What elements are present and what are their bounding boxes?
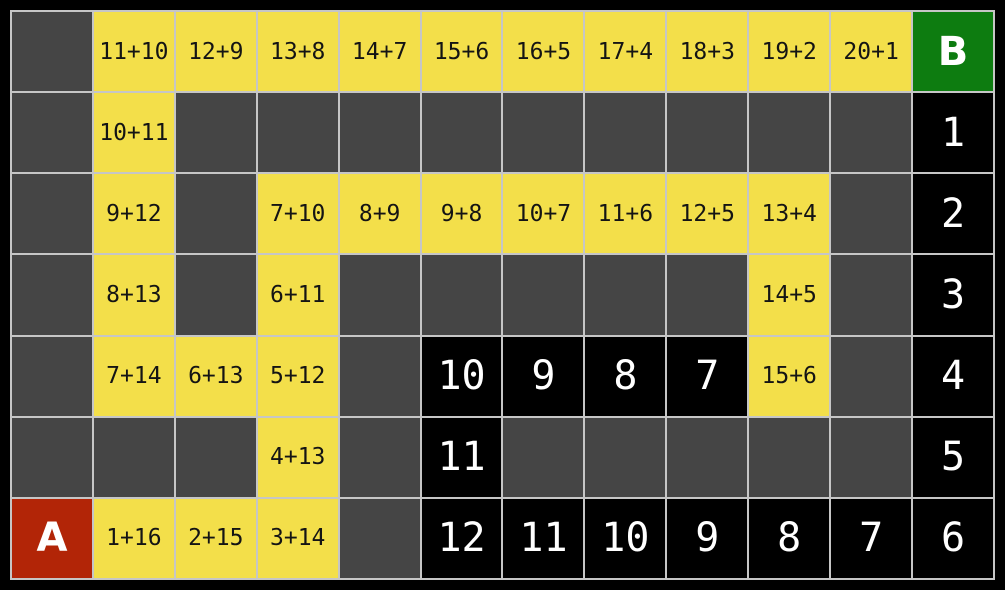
- cell-expression[interactable]: 2+15: [175, 498, 256, 578]
- cell-expression[interactable]: 18+3: [667, 12, 748, 92]
- cell-number[interactable]: 10: [585, 498, 666, 578]
- cell-wall: [339, 498, 420, 578]
- cell-wall: [831, 336, 912, 416]
- cell-number[interactable]: 9: [503, 336, 584, 416]
- cell-wall: [175, 255, 256, 335]
- cell-wall: [12, 336, 92, 416]
- cell-expression[interactable]: 13+4: [749, 174, 830, 254]
- cell-wall: [503, 255, 584, 335]
- cell-number[interactable]: 5: [913, 417, 993, 497]
- cell-wall: [339, 336, 420, 416]
- cell-number[interactable]: 11: [503, 498, 584, 578]
- cell-wall: [421, 93, 502, 173]
- cell-expression[interactable]: 17+4: [585, 12, 666, 92]
- cell-expression[interactable]: 5+12: [257, 336, 338, 416]
- cell-wall: [503, 93, 584, 173]
- cell-expression[interactable]: 10+11: [93, 93, 174, 173]
- cell-number[interactable]: 10: [421, 336, 502, 416]
- cell-expression[interactable]: 4+13: [257, 417, 338, 497]
- cell-expression[interactable]: 8+13: [93, 255, 174, 335]
- cell-number[interactable]: 2: [913, 174, 993, 254]
- cell-wall: [667, 255, 748, 335]
- cell-expression[interactable]: 19+2: [749, 12, 830, 92]
- cell-wall: [831, 174, 912, 254]
- cell-wall: [12, 255, 92, 335]
- cell-wall: [421, 255, 502, 335]
- cell-expression[interactable]: 11+10: [93, 12, 174, 92]
- cell-expression[interactable]: 20+1: [831, 12, 912, 92]
- cell-number[interactable]: 8: [749, 498, 830, 578]
- cell-number[interactable]: 6: [913, 498, 993, 578]
- cell-expression[interactable]: 12+9: [175, 12, 256, 92]
- cell-number[interactable]: 7: [831, 498, 912, 578]
- cell-expression[interactable]: 10+7: [503, 174, 584, 254]
- cell-wall: [12, 174, 92, 254]
- cell-wall: [175, 174, 256, 254]
- cell-expression[interactable]: 7+10: [257, 174, 338, 254]
- cell-wall: [585, 93, 666, 173]
- cell-expression[interactable]: 1+16: [93, 498, 174, 578]
- cell-expression[interactable]: 6+11: [257, 255, 338, 335]
- cell-goal[interactable]: B: [913, 12, 993, 92]
- maze-board: 11+10 12+9 13+8 14+7 15+6 16+5 17+4 18+3 19+2 20+…: [10, 10, 995, 580]
- cell-start[interactable]: A: [12, 498, 92, 578]
- cell-number[interactable]: 1: [913, 93, 993, 173]
- cell-expression[interactable]: 9+8: [421, 174, 502, 254]
- cell-wall: [831, 417, 912, 497]
- cell-wall: [12, 93, 92, 173]
- cell-expression[interactable]: 13+8: [257, 12, 338, 92]
- cell-number[interactable]: 8: [585, 336, 666, 416]
- cell-number[interactable]: 12: [421, 498, 502, 578]
- cell-number[interactable]: 11: [421, 417, 502, 497]
- cell-wall: [12, 12, 92, 92]
- cell-wall: [831, 93, 912, 173]
- cell-expression[interactable]: 14+5: [749, 255, 830, 335]
- cell-expression[interactable]: 11+6: [585, 174, 666, 254]
- cell-expression[interactable]: 15+6: [749, 336, 830, 416]
- cell-expression[interactable]: 16+5: [503, 12, 584, 92]
- cell-wall: [175, 93, 256, 173]
- cell-wall: [585, 255, 666, 335]
- cell-wall: [667, 93, 748, 173]
- cell-wall: [339, 417, 420, 497]
- cell-wall: [749, 417, 830, 497]
- cell-wall: [749, 93, 830, 173]
- cell-expression[interactable]: 15+6: [421, 12, 502, 92]
- cell-number[interactable]: 3: [913, 255, 993, 335]
- cell-wall: [175, 417, 256, 497]
- cell-expression[interactable]: 3+14: [257, 498, 338, 578]
- cell-number[interactable]: 4: [913, 336, 993, 416]
- cell-wall: [339, 93, 420, 173]
- cell-wall: [585, 417, 666, 497]
- cell-expression[interactable]: 6+13: [175, 336, 256, 416]
- cell-expression[interactable]: 7+14: [93, 336, 174, 416]
- cell-expression[interactable]: 12+5: [667, 174, 748, 254]
- cell-wall: [339, 255, 420, 335]
- cell-wall: [12, 417, 92, 497]
- cell-wall: [831, 255, 912, 335]
- cell-number[interactable]: 7: [667, 336, 748, 416]
- cell-wall: [257, 93, 338, 173]
- cell-wall: [93, 417, 174, 497]
- cell-wall: [667, 417, 748, 497]
- cell-wall: [503, 417, 584, 497]
- cell-expression[interactable]: 9+12: [93, 174, 174, 254]
- cell-number[interactable]: 9: [667, 498, 748, 578]
- cell-expression[interactable]: 8+9: [339, 174, 420, 254]
- cell-expression[interactable]: 14+7: [339, 12, 420, 92]
